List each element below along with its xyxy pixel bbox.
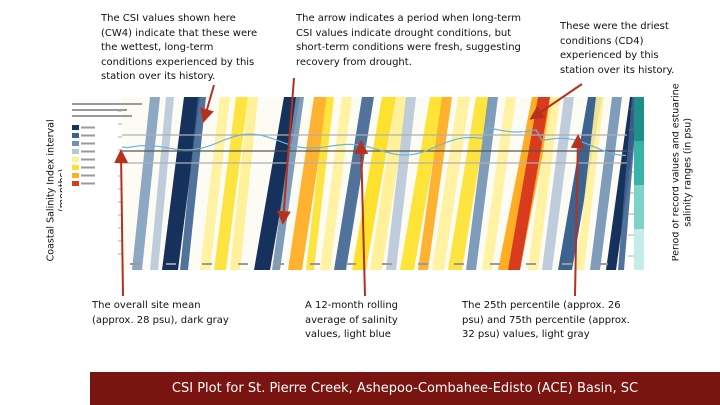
heatmap-band — [162, 97, 200, 270]
x-axis-tick-stub — [454, 263, 464, 265]
heatmap-band — [180, 97, 206, 270]
heatmap-band — [400, 97, 444, 270]
x-axis-tick-stub — [490, 263, 500, 265]
heatmap-band — [288, 97, 328, 270]
legend-text-stub — [81, 126, 95, 129]
legend-line-stub — [72, 109, 127, 111]
legend-swatch — [72, 173, 79, 178]
callout-arrow-period: The arrow indicates a period when long-t… — [296, 13, 522, 68]
heatmap-band — [508, 97, 550, 270]
heatmap-band — [214, 97, 248, 270]
legend-title-stub — [72, 103, 142, 105]
heatmap-band — [432, 97, 470, 270]
x-axis-tick-stub — [382, 263, 392, 265]
legend-swatch — [72, 125, 79, 130]
callout-percentiles: The 25th percentile (approx. 26 psu) and… — [462, 300, 630, 340]
x-axis-tick-stub — [418, 263, 428, 265]
salinity-range-strip — [634, 229, 644, 270]
x-axis-tick-stub — [598, 263, 608, 265]
x-axis-tick-stub — [562, 263, 572, 265]
legend-text-stub — [81, 150, 95, 153]
heatmap-band — [386, 97, 416, 270]
heatmap-band — [576, 97, 604, 270]
salinity-range-strip — [634, 141, 644, 185]
rolling-average-line — [121, 127, 627, 157]
heatmap-band — [306, 97, 334, 270]
footer-banner: CSI Plot for St. Pierre Creek, Ashepoo-C… — [90, 372, 720, 405]
heatmap-band — [466, 97, 498, 270]
legend-text-stub — [81, 134, 95, 137]
legend-swatch — [72, 141, 79, 146]
x-axis-tick-stub — [166, 263, 176, 265]
heatmap-band — [618, 97, 638, 270]
callout-rolling-average: A 12-month rolling average of salinity v… — [305, 300, 399, 340]
legend-line-stub — [72, 115, 132, 117]
x-axis-tick-stub — [310, 263, 320, 265]
footer-title: CSI Plot for St. Pierre Creek, Ashepoo-C… — [171, 381, 639, 396]
heatmap-band — [230, 97, 258, 270]
heatmap-band — [590, 97, 622, 270]
x-axis-tick-stub — [238, 263, 248, 265]
callout-driest: These were the driest conditions (CD4) e… — [560, 21, 675, 76]
salinity-range-strip — [634, 97, 644, 141]
legend-text-stub — [81, 174, 95, 177]
heatmap-band — [448, 97, 490, 270]
legend-swatch — [72, 181, 79, 186]
x-axis-tick-stub — [202, 263, 212, 265]
heatmap-band — [132, 97, 160, 270]
right-axis-label-line2: salinity ranges (in psu) — [683, 117, 694, 227]
legend-swatch — [72, 149, 79, 154]
callout-site-mean: The overall site mean (approx. 28 psu), … — [92, 300, 229, 326]
heatmap-band — [482, 97, 516, 270]
heatmap-band — [418, 97, 452, 270]
csi-plot-graphic — [62, 97, 644, 270]
right-axis-label: Period of record values and estuarine sa… — [671, 62, 696, 282]
x-axis-tick-stub — [274, 263, 284, 265]
legend-swatch — [72, 157, 79, 162]
heatmap-band — [542, 97, 574, 270]
legend-text-stub — [81, 182, 95, 185]
csi-plot — [62, 97, 672, 270]
heatmap-band — [528, 97, 560, 270]
legend-text-stub — [81, 166, 95, 169]
legend-text-stub — [81, 158, 95, 161]
x-axis-tick-stub — [346, 263, 356, 265]
legend-text-stub — [81, 142, 95, 145]
heatmap-band — [370, 97, 408, 270]
legend-swatch — [72, 133, 79, 138]
x-axis-tick-stub — [130, 263, 140, 265]
callout-wettest: The CSI values shown here (CW4) indicate… — [101, 13, 258, 82]
x-axis-tick-stub — [526, 263, 536, 265]
salinity-range-strip — [634, 185, 644, 229]
right-axis-label-line1: Period of record values and estuarine — [670, 83, 682, 262]
heatmap-band — [320, 97, 352, 270]
heatmap-band — [150, 97, 174, 270]
left-axis-label-line1: Coastal Salinity Index interval — [45, 119, 57, 262]
legend-swatch — [72, 165, 79, 170]
